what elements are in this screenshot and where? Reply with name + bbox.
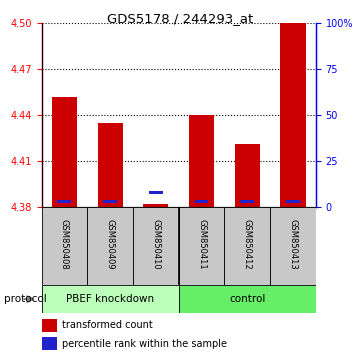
Bar bbox=[97, 123, 123, 207]
FancyBboxPatch shape bbox=[179, 207, 225, 285]
FancyBboxPatch shape bbox=[42, 285, 179, 313]
FancyBboxPatch shape bbox=[270, 207, 316, 285]
Text: GSM850408: GSM850408 bbox=[60, 219, 69, 270]
Text: GSM850411: GSM850411 bbox=[197, 219, 206, 270]
Text: transformed count: transformed count bbox=[62, 320, 153, 331]
Bar bbox=[143, 204, 168, 207]
Text: protocol: protocol bbox=[4, 294, 46, 304]
Bar bbox=[240, 200, 254, 203]
Bar bbox=[286, 200, 300, 203]
Bar bbox=[189, 115, 214, 207]
FancyBboxPatch shape bbox=[87, 207, 133, 285]
Bar bbox=[103, 200, 117, 203]
Bar bbox=[42, 319, 57, 332]
Text: GSM850410: GSM850410 bbox=[151, 219, 160, 270]
Bar bbox=[235, 144, 260, 207]
Bar bbox=[149, 191, 163, 194]
FancyBboxPatch shape bbox=[42, 207, 87, 285]
Text: percentile rank within the sample: percentile rank within the sample bbox=[62, 339, 227, 349]
Text: GSM850413: GSM850413 bbox=[288, 219, 297, 270]
FancyBboxPatch shape bbox=[133, 207, 179, 285]
Text: PBEF knockdown: PBEF knockdown bbox=[66, 294, 154, 304]
FancyBboxPatch shape bbox=[225, 207, 270, 285]
Bar bbox=[195, 200, 208, 203]
Text: control: control bbox=[229, 294, 265, 304]
Text: GSM850412: GSM850412 bbox=[243, 219, 252, 270]
Text: GDS5178 / 244293_at: GDS5178 / 244293_at bbox=[107, 12, 254, 25]
Bar bbox=[57, 200, 71, 203]
Bar bbox=[52, 97, 77, 207]
FancyBboxPatch shape bbox=[179, 285, 316, 313]
Bar bbox=[280, 23, 305, 207]
Text: GSM850409: GSM850409 bbox=[106, 219, 114, 270]
Bar bbox=[42, 337, 57, 350]
